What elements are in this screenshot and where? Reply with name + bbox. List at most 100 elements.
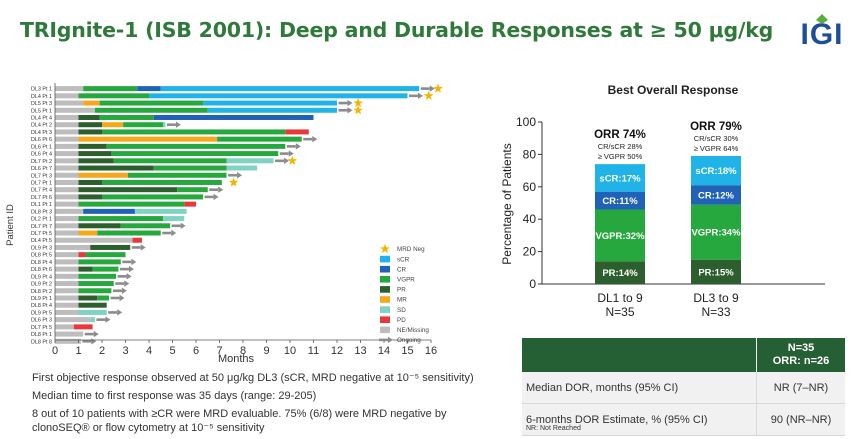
x-tick-label: 11 <box>308 345 319 357</box>
swimmer-segment-ne <box>55 172 79 178</box>
legend-label: Ongoing <box>397 337 421 344</box>
bor-category-label: DL1 to 9 <box>597 291 643 305</box>
swimmer-segment-vgpr <box>217 136 302 142</box>
patient-label: DL7 Pt 7 <box>31 224 52 230</box>
bor-y-axis-label: Percentage of Patients <box>500 143 514 264</box>
swimmer-segment-ne <box>55 165 79 171</box>
swimmer-segment-mr <box>78 136 218 142</box>
ongoing-arrow-icon <box>121 287 127 294</box>
ongoing-arrow-icon <box>312 135 318 143</box>
legend-star-icon <box>380 244 390 253</box>
patient-label: DL4 Pt 5 <box>31 238 52 244</box>
ongoing-arrow-shaft <box>119 267 129 271</box>
ongoing-arrow-icon <box>140 244 146 251</box>
ongoing-arrow-shaft <box>279 152 289 155</box>
swimmer-segment-vgpr <box>123 122 164 128</box>
mrd-neg-star-icon <box>228 177 239 187</box>
swimmer-segment-ne <box>55 93 79 99</box>
swimmer-segment-ne <box>55 194 79 200</box>
bor-category-label: DL3 to 9 <box>693 291 739 305</box>
swimmer-segment-mr <box>78 230 98 236</box>
swimmer-segment-ne <box>55 223 79 229</box>
bor-bar-scr <box>691 156 741 186</box>
swimmer-segment-scr <box>207 107 337 113</box>
swimmer-segment-pr <box>78 114 100 120</box>
ongoing-arrow-icon <box>126 273 132 280</box>
x-tick-label: 7 <box>216 345 222 357</box>
swimmer-segment-pd <box>285 129 309 135</box>
dor-header-n: N=35 ORR: n=26 <box>756 338 845 372</box>
bor-bar-cr <box>595 191 645 210</box>
ongoing-arrow-icon <box>124 280 130 287</box>
swimmer-segment-scr <box>160 86 420 92</box>
swimmer-segment-ne <box>55 100 84 106</box>
swimmer-segment-vgpr <box>99 100 204 106</box>
x-tick-label: 10 <box>284 345 296 357</box>
bor-category-n-label: N=33 <box>701 305 730 319</box>
swimmer-segment-pr <box>78 194 102 200</box>
patient-label: DL4 Pt 3 <box>31 130 52 136</box>
ongoing-arrow-shaft <box>286 145 296 148</box>
swimmer-segment-vgpr <box>111 151 279 157</box>
ongoing-arrow-shaft <box>209 188 219 191</box>
bor-orr-label: ORR 74% <box>594 129 646 141</box>
bor-bar-vgpr <box>595 209 645 262</box>
swimmer-segment-ne <box>55 201 79 207</box>
swimmer-segment-pr <box>78 151 112 157</box>
ongoing-arrow-icon <box>91 338 97 345</box>
ongoing-arrow-shaft <box>108 311 118 314</box>
ongoing-arrow-icon <box>131 258 137 266</box>
ongoing-arrow-shaft <box>275 159 285 163</box>
swimmer-segment-ne <box>55 187 79 193</box>
bor-y-tick-label: 60 <box>523 180 537 194</box>
ongoing-arrow-icon <box>119 294 125 302</box>
ongoing-arrow-icon <box>429 85 435 92</box>
legend-label: NE/Missing <box>397 327 429 334</box>
swimmer-segment-pr <box>78 295 98 301</box>
patient-label: DL6 Pt 6 <box>31 137 52 143</box>
patient-label: DL9 Pt 4 <box>31 274 52 280</box>
bor-y-tick-label: 20 <box>523 245 537 259</box>
swimmer-segment-pd <box>184 201 196 207</box>
swimmer-segment-ne <box>55 317 91 323</box>
patient-label: DL7 Pt 5 <box>31 231 52 237</box>
bor-category-n-label: N=35 <box>605 305 634 319</box>
swimmer-segment-sd <box>134 208 187 214</box>
swimmer-segment-ne <box>55 295 79 301</box>
patient-label: DL8 Pt 8 <box>31 339 52 345</box>
swimmer-segment-sd <box>226 158 274 164</box>
swimmer-segment-ne <box>55 129 79 135</box>
ongoing-arrow-shaft <box>171 224 181 228</box>
legend-swatch-sd <box>380 306 390 313</box>
dor-header-row: N=35 ORR: n=26 <box>522 338 845 372</box>
bor-crscr-label: CR/sCR 28% <box>598 142 643 151</box>
ongoing-arrow-shaft <box>409 94 418 98</box>
ongoing-arrow-icon <box>213 193 219 201</box>
legend-swatch-mr <box>380 296 390 303</box>
ongoing-arrow-shaft <box>166 123 176 127</box>
mrd-neg-star-icon <box>287 155 298 165</box>
legend-swatch-scr <box>380 255 390 263</box>
swimmer-segment-vgpr <box>97 230 161 236</box>
ongoing-arrow-shaft <box>131 246 141 249</box>
swimmer-segment-ne <box>55 252 79 258</box>
mrd-neg-star-icon <box>353 105 363 115</box>
ongoing-arrow-shaft <box>112 289 122 293</box>
x-tick-label: 2 <box>99 345 105 357</box>
mrd-neg-star-icon <box>423 90 434 100</box>
bor-y-tick-label: 100 <box>516 115 536 129</box>
bor-bar-label: VGPR:34% <box>691 228 741 239</box>
dor-row-value: NR (7–NR) <box>756 372 845 404</box>
bor-bar-pr <box>691 259 741 284</box>
bor-crscr-label: CR/sCR 30% <box>694 134 739 143</box>
swimmer-segment-vgpr <box>102 179 222 185</box>
patient-label: DL3 Pt 1 <box>31 87 52 93</box>
legend-swatch-pd <box>380 316 390 323</box>
swimmer-segment-ne <box>55 281 79 287</box>
swimmer-segment-scr <box>149 93 408 99</box>
ongoing-arrow-shaft <box>303 137 313 141</box>
swimmer-segment-ne <box>55 331 84 337</box>
ongoing-arrow-shaft <box>338 101 348 105</box>
swimmer-segment-mr <box>78 172 128 178</box>
patient-label: DL4 Pt 4 <box>31 115 52 121</box>
